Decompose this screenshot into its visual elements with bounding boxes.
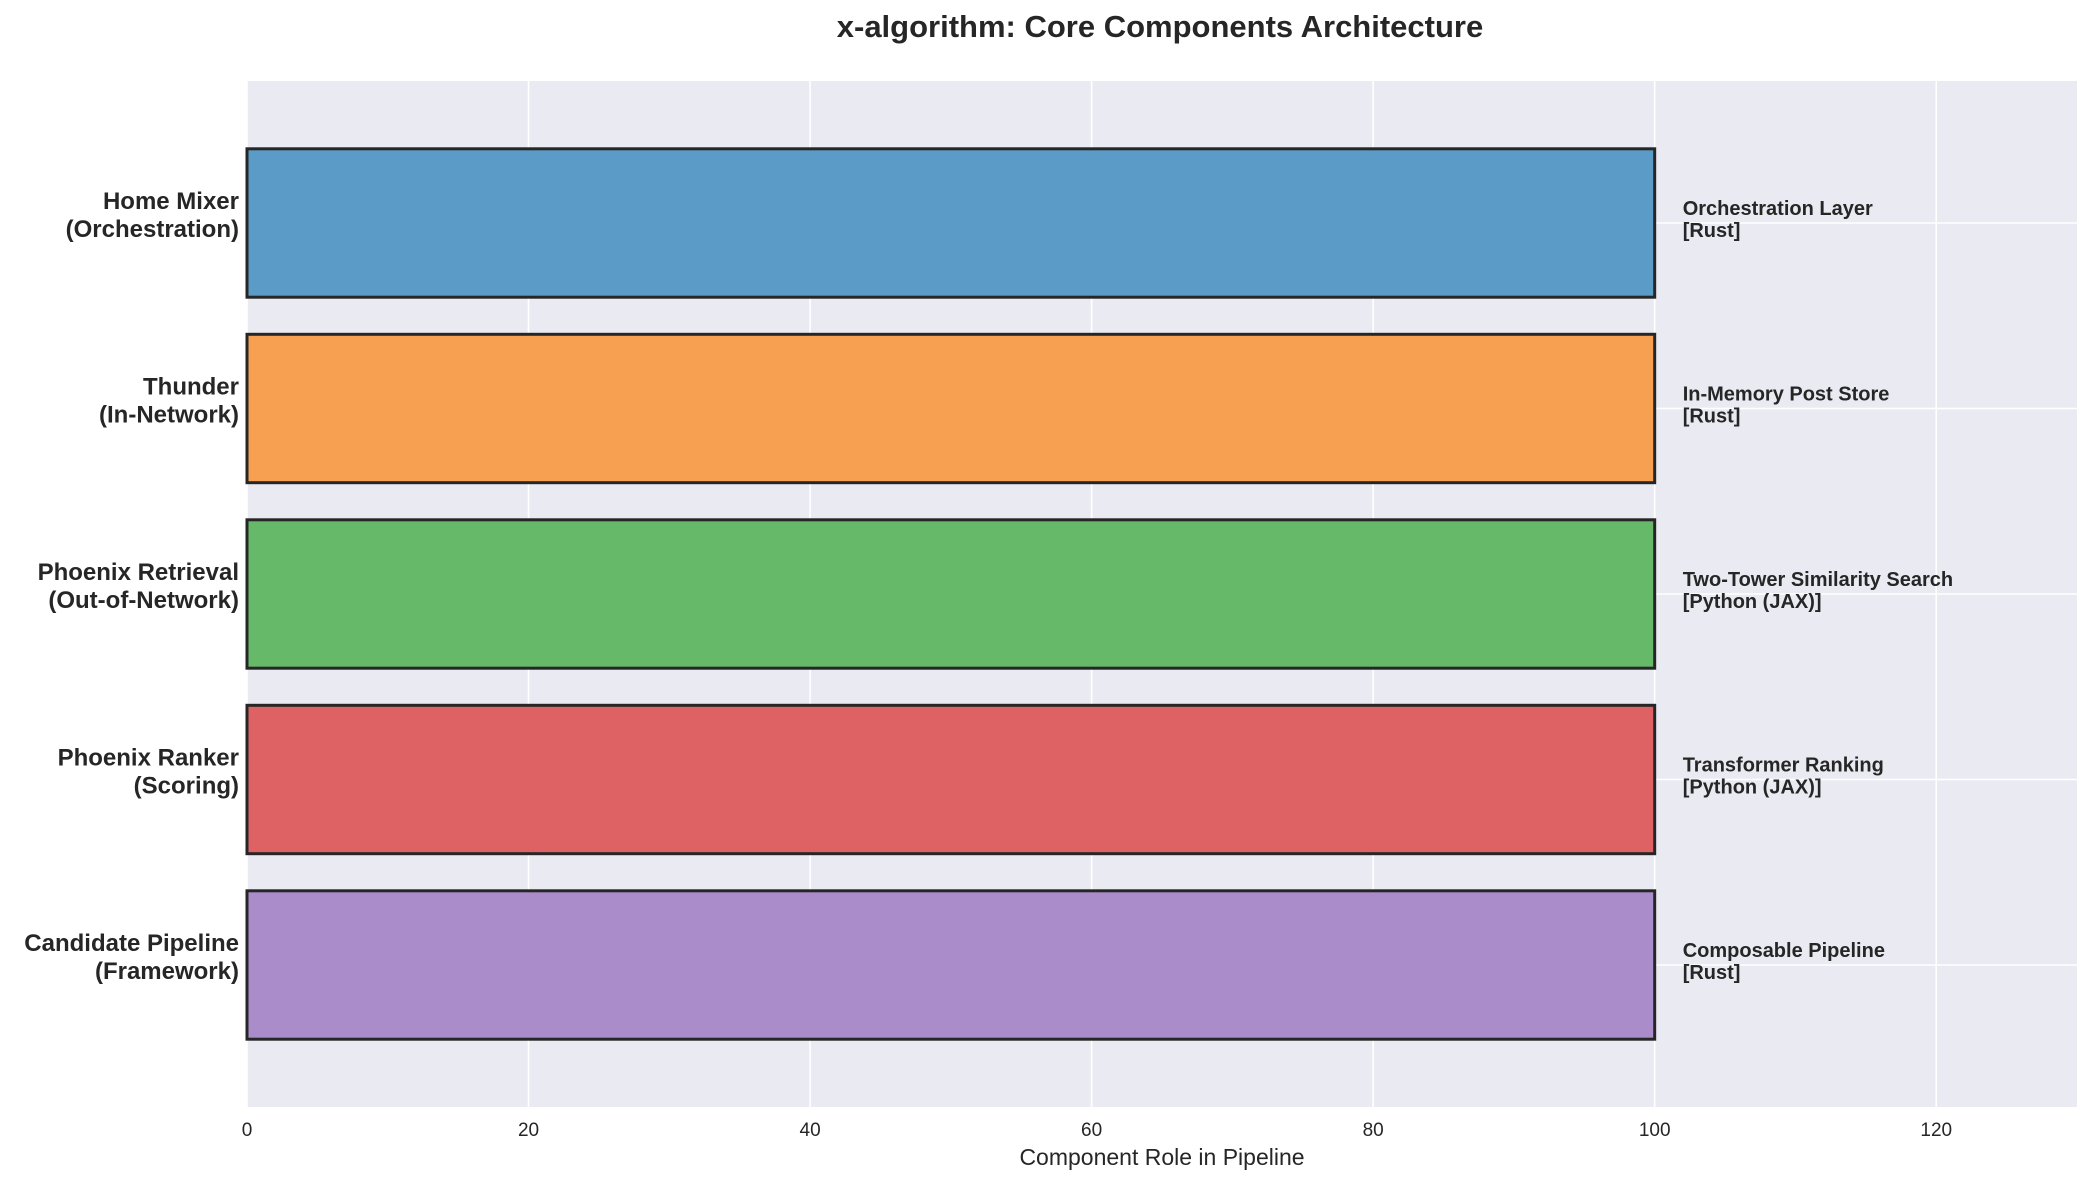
bar-annotation-line: Two-Tower Similarity Search bbox=[1683, 569, 1953, 591]
bar-annotation-line: [Rust] bbox=[1683, 962, 1741, 984]
category-label-line: Thunder bbox=[143, 373, 239, 400]
category-label-line: Candidate Pipeline bbox=[24, 930, 239, 957]
x-tick-label: 20 bbox=[518, 1120, 539, 1141]
category-label: Home Mixer (Orchestration) bbox=[66, 188, 239, 243]
bar-annotation: In-Memory Post Store [Rust] bbox=[1683, 383, 1890, 427]
category-label-line: (Framework) bbox=[95, 958, 239, 985]
bar-annotation-line: [Rust] bbox=[1683, 220, 1741, 242]
category-label-line: (Scoring) bbox=[134, 773, 239, 800]
bar-annotation-line: [Python (JAX)] bbox=[1683, 591, 1822, 613]
category-label: Thunder (In-Network) bbox=[99, 373, 239, 428]
x-tick-label: 60 bbox=[1081, 1120, 1102, 1141]
category-label: Candidate Pipeline (Framework) bbox=[24, 930, 239, 985]
x-tick-label: 100 bbox=[1639, 1120, 1671, 1141]
bar bbox=[245, 703, 1657, 856]
bar bbox=[245, 147, 1657, 299]
x-tick-label: 40 bbox=[800, 1120, 821, 1141]
bar-annotation-line: Orchestration Layer bbox=[1683, 198, 1873, 220]
category-label: Phoenix Retrieval (Out-of-Network) bbox=[38, 559, 239, 614]
category-label-line: Phoenix Ranker bbox=[58, 745, 239, 772]
x-tick-label: 120 bbox=[1920, 1120, 1952, 1141]
bars bbox=[245, 147, 1657, 1041]
category-label-line: Phoenix Retrieval bbox=[38, 559, 239, 586]
bar bbox=[245, 518, 1657, 670]
category-label-line: (Out-of-Network) bbox=[48, 587, 239, 614]
bar-annotations: Orchestration Layer [Rust]In-Memory Post … bbox=[1683, 198, 1953, 984]
bar bbox=[245, 332, 1657, 485]
bar-annotation-line: Composable Pipeline bbox=[1683, 940, 1885, 962]
bar-annotation: Composable Pipeline [Rust] bbox=[1683, 940, 1885, 984]
x-tick-label: 0 bbox=[242, 1120, 253, 1141]
category-labels: Home Mixer (Orchestration) Thunder (In-Netw… bbox=[24, 188, 239, 985]
bar-annotation-line: Transformer Ranking bbox=[1683, 755, 1884, 777]
bar-annotation-line: [Python (JAX)] bbox=[1683, 777, 1822, 799]
bar-annotation: Orchestration Layer [Rust] bbox=[1683, 198, 1873, 242]
category-label-line: Home Mixer bbox=[103, 188, 239, 215]
category-label-line: (In-Network) bbox=[99, 401, 239, 428]
bar-annotation: Two-Tower Similarity Search [Python (JAX)… bbox=[1683, 569, 1953, 613]
bar bbox=[245, 889, 1657, 1041]
chart-title: x-algorithm: Core Components Architectur… bbox=[837, 9, 1483, 44]
category-label: Phoenix Ranker (Scoring) bbox=[58, 745, 239, 800]
category-label-line: (Orchestration) bbox=[66, 216, 239, 243]
bar-annotation-line: In-Memory Post Store bbox=[1683, 383, 1890, 405]
x-tick-label: 80 bbox=[1363, 1120, 1384, 1141]
x-axis-label: Component Role in Pipeline bbox=[1019, 1144, 1304, 1170]
bar-annotation-line: [Rust] bbox=[1683, 405, 1741, 427]
bar-annotation: Transformer Ranking [Python (JAX)] bbox=[1683, 755, 1884, 799]
x-axis-ticks: 0 20 40 60 80 100 120 bbox=[242, 1120, 1952, 1141]
